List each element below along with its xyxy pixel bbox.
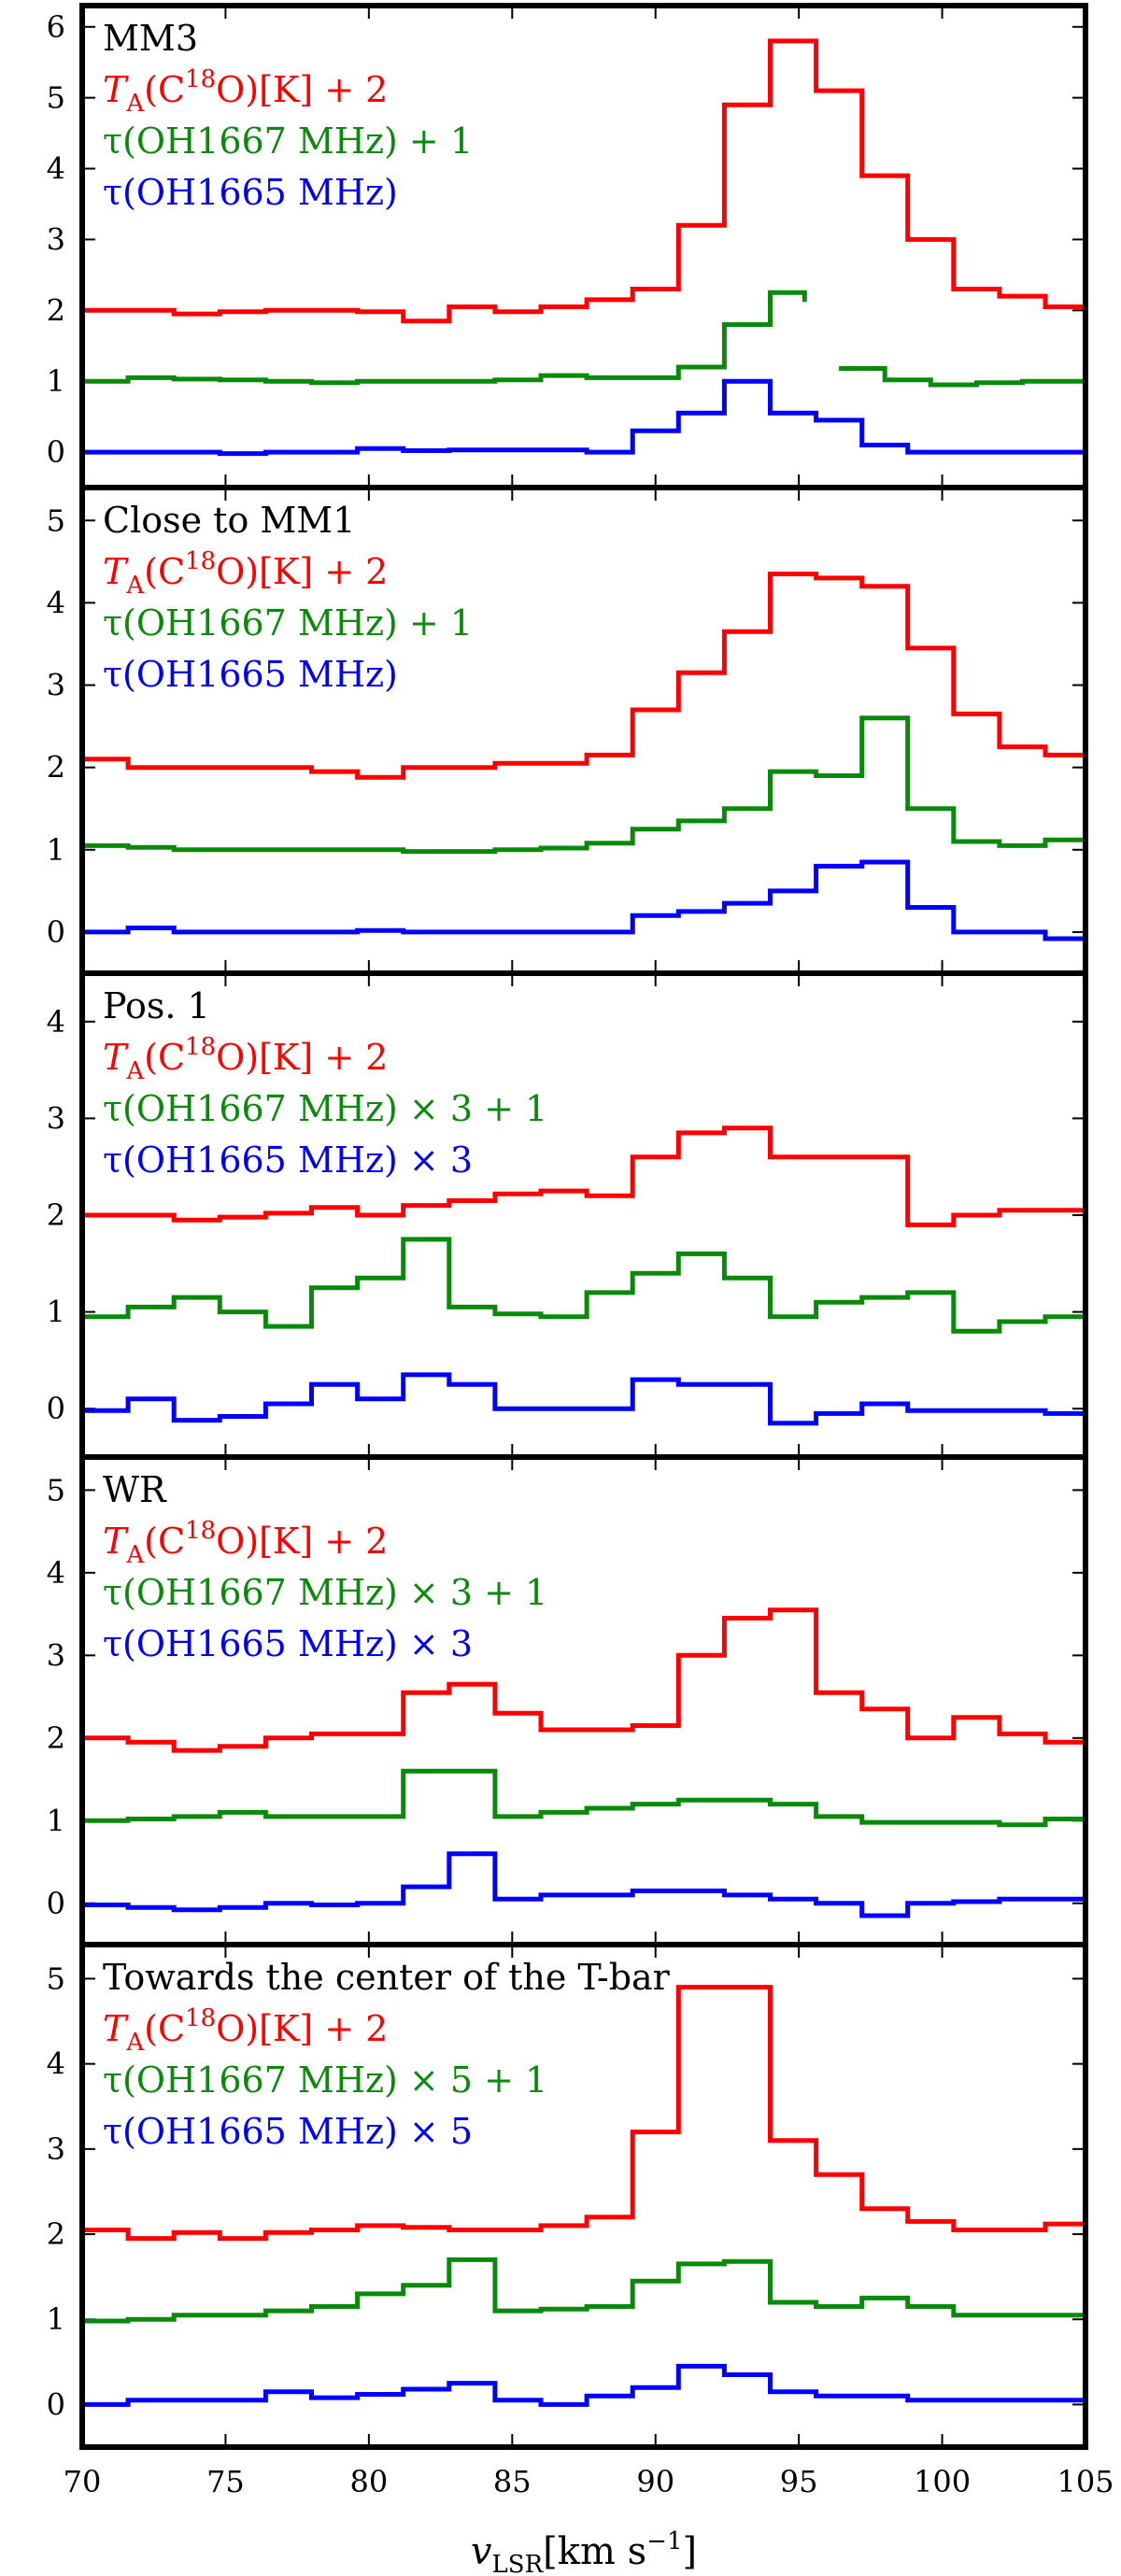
legend-entry-red: TA(C18O)[K] + 2: [103, 1517, 388, 1569]
panel-title: Pos. 1: [103, 985, 210, 1026]
ytick-label: 4: [47, 2046, 65, 2082]
series-line-red: [82, 38, 1086, 324]
legend-entry-blue: τ(OH1665 MHz) × 3: [103, 1623, 473, 1664]
ytick-label: 1: [47, 1803, 65, 1838]
ytick-label: 5: [47, 502, 65, 538]
legend-entry-green: τ(OH1667 MHz) × 3 + 1: [103, 1572, 547, 1613]
legend-entry-blue: τ(OH1665 MHz) × 5: [103, 2111, 473, 2152]
ytick-label: 1: [47, 2301, 65, 2337]
series-line-green: [82, 290, 807, 386]
legend-entry-blue: τ(OH1665 MHz): [103, 172, 398, 213]
ytick-label: 1: [47, 1295, 65, 1330]
legend-entry-red: TA(C18O)[K] + 2: [103, 65, 388, 118]
series-line-red: [82, 572, 1088, 780]
legend-entry-green: τ(OH1667 MHz) + 1: [103, 602, 473, 644]
legend-entry-red: TA(C18O)[K] + 2: [103, 547, 388, 600]
ytick-label: 5: [47, 80, 65, 116]
ytick-label: 2: [47, 1197, 65, 1233]
ytick-label: 4: [47, 1004, 65, 1040]
legend-entry-red: TA(C18O)[K] + 2: [103, 1033, 388, 1085]
legend-entry-blue: τ(OH1665 MHz) × 3: [103, 1139, 473, 1181]
legend-entry-green: τ(OH1667 MHz) × 5 + 1: [103, 2059, 547, 2101]
ytick-label: 0: [47, 914, 65, 950]
ytick-label: 6: [47, 9, 65, 45]
ytick-label: 2: [47, 750, 65, 786]
panel-title: Towards the center of the T-bar: [103, 1957, 671, 1998]
ytick-label: 4: [47, 1555, 65, 1591]
ytick-label: 0: [47, 1886, 65, 1921]
ytick-label: 3: [47, 1100, 65, 1136]
ytick-label: 0: [47, 434, 65, 470]
ytick-label: 5: [47, 1472, 65, 1507]
panel-5: 0 1 2 3 4 5 Towards the center of the T-bar TA(…: [47, 1942, 1088, 2450]
series-line-green: [82, 1768, 1088, 1828]
series-line-red: [82, 1607, 1086, 1753]
ytick-label: 2: [47, 292, 65, 328]
ytick-label: 3: [47, 2131, 65, 2167]
ytick-label: 0: [47, 1391, 65, 1426]
panel-title: WR: [103, 1469, 167, 1510]
xtick-label: 105: [1057, 2464, 1114, 2499]
ytick-label: 2: [47, 2216, 65, 2252]
ytick-label: 3: [47, 1637, 65, 1673]
legend-entry-red: TA(C18O)[K] + 2: [103, 2004, 388, 2057]
ytick-label: 4: [47, 585, 65, 620]
xtick-label: 70: [64, 2464, 102, 2499]
panel-1: 0 1 2 3 4 5 6 MM3 TA(C18O)[K] + 2τ(OH1667 MHz) +…: [47, 3, 1088, 490]
ytick-label: 3: [47, 221, 65, 257]
series-line-red: [82, 1985, 1088, 2242]
ytick-label: 1: [47, 832, 65, 868]
xtick-label: 75: [206, 2464, 245, 2499]
panel-title: Close to MM1: [103, 500, 355, 541]
legend-entry-green: τ(OH1667 MHz) × 3 + 1: [103, 1088, 547, 1129]
series-line-green: [82, 715, 1088, 855]
legend-entry-green: τ(OH1667 MHz) + 1: [103, 120, 473, 162]
xtick-label: 80: [349, 2464, 388, 2499]
xtick-label: 85: [493, 2464, 532, 2499]
series-line-green-segment: [839, 366, 1086, 388]
xtick-label: 100: [914, 2464, 971, 2499]
ytick-label: 5: [47, 1960, 65, 1996]
ytick-label: 2: [47, 1720, 65, 1756]
xtick-label: 95: [780, 2464, 818, 2499]
series-line-blue: [82, 1851, 1088, 1918]
panel-title: MM3: [103, 18, 198, 59]
series-line-blue: [82, 2363, 1088, 2407]
series-line-green: [82, 2257, 1088, 2324]
legend-entry-blue: τ(OH1665 MHz): [103, 654, 398, 695]
series-line-blue: [82, 1372, 1088, 1426]
x-axis-label: vLSR[km s−1]: [471, 2527, 697, 2576]
series-line-green: [82, 1237, 1088, 1334]
series-line-blue: [82, 378, 1086, 457]
ytick-label: 3: [47, 668, 65, 703]
ytick-label: 1: [47, 363, 65, 399]
ytick-label: 4: [47, 151, 65, 187]
panel-4: 0 1 2 3 4 5 WR TA(C18O)[K] + 2τ(OH1667 MHz) × 3…: [47, 1454, 1088, 1947]
series-line-blue: [82, 859, 1088, 941]
panel-frame: [79, 1942, 1088, 2450]
panel-3: 0 1 2 3 4 Pos. 1 TA(C18O)[K] + 2τ(OH1667 MHz) …: [47, 970, 1088, 1460]
series-line-red: [82, 1125, 1086, 1227]
xtick-label: 90: [636, 2464, 674, 2499]
ytick-label: 0: [47, 2386, 65, 2422]
